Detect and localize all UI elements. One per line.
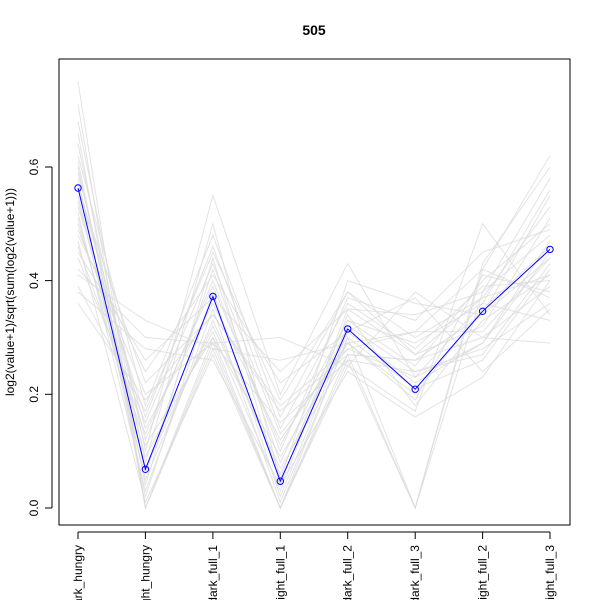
background-series-line: [77, 234, 551, 384]
background-series-line: [77, 144, 551, 482]
background-series-line: [77, 257, 551, 413]
background-series-line: [77, 280, 551, 487]
x-tick-label: dark_full_2: [341, 545, 355, 600]
plot-frame: [58, 58, 571, 526]
chart-title: 505: [302, 22, 326, 38]
background-series-line: [77, 172, 551, 453]
x-tick-label: dark_hungry: [71, 545, 85, 600]
x-tick-label: light_hungry: [138, 545, 152, 600]
background-series-line: [77, 217, 551, 470]
background-series-line: [77, 178, 551, 499]
background-series-line: [77, 229, 551, 424]
highlight-data-point: [478, 307, 487, 315]
background-series-line: [77, 222, 551, 510]
highlight-data-point: [74, 184, 82, 192]
highlight-data-point: [276, 477, 284, 485]
background-series-line: [77, 251, 551, 436]
highlight-series-line: [77, 187, 551, 483]
background-series-line: [77, 132, 551, 510]
highlight-series-group: [74, 184, 554, 485]
highlight-data-point: [546, 245, 554, 254]
x-axis: dark_hungry light_hungry dark_full_1 light_…: [71, 531, 557, 600]
background-series-line: [77, 81, 551, 510]
x-tick-label: dark_full_3: [408, 545, 422, 600]
y-tick-label: 0.4: [27, 272, 41, 289]
background-series-line: [77, 268, 551, 361]
x-tick-label: light_full_2: [476, 545, 490, 600]
y-axis-label: log2(value+1)/sqrt(sum(log2(value+1))): [3, 188, 17, 396]
background-series-line: [77, 189, 551, 407]
y-tick-label: 0.6: [27, 158, 41, 175]
highlight-data-point: [209, 292, 217, 301]
background-series-group: [77, 81, 551, 510]
x-tick-label: light_full_3: [543, 545, 557, 600]
background-series-line: [77, 234, 551, 373]
y-axis: 0.0 0.2 0.4 0.6: [27, 158, 53, 516]
y-tick-label: 0.2: [27, 386, 41, 403]
background-series-line: [77, 155, 551, 419]
background-series-line: [77, 104, 551, 510]
background-series-line: [77, 212, 551, 504]
highlight-data-point: [344, 325, 352, 333]
x-tick-label: light_full_1: [273, 545, 287, 600]
x-tick-label: dark_full_1: [206, 545, 220, 600]
y-tick-label: 0.0: [27, 499, 41, 516]
background-series-line: [77, 161, 551, 487]
background-series-line: [77, 200, 551, 493]
highlight-data-point: [141, 465, 150, 473]
background-series-line: [77, 250, 551, 413]
highlight-data-point: [411, 385, 419, 393]
